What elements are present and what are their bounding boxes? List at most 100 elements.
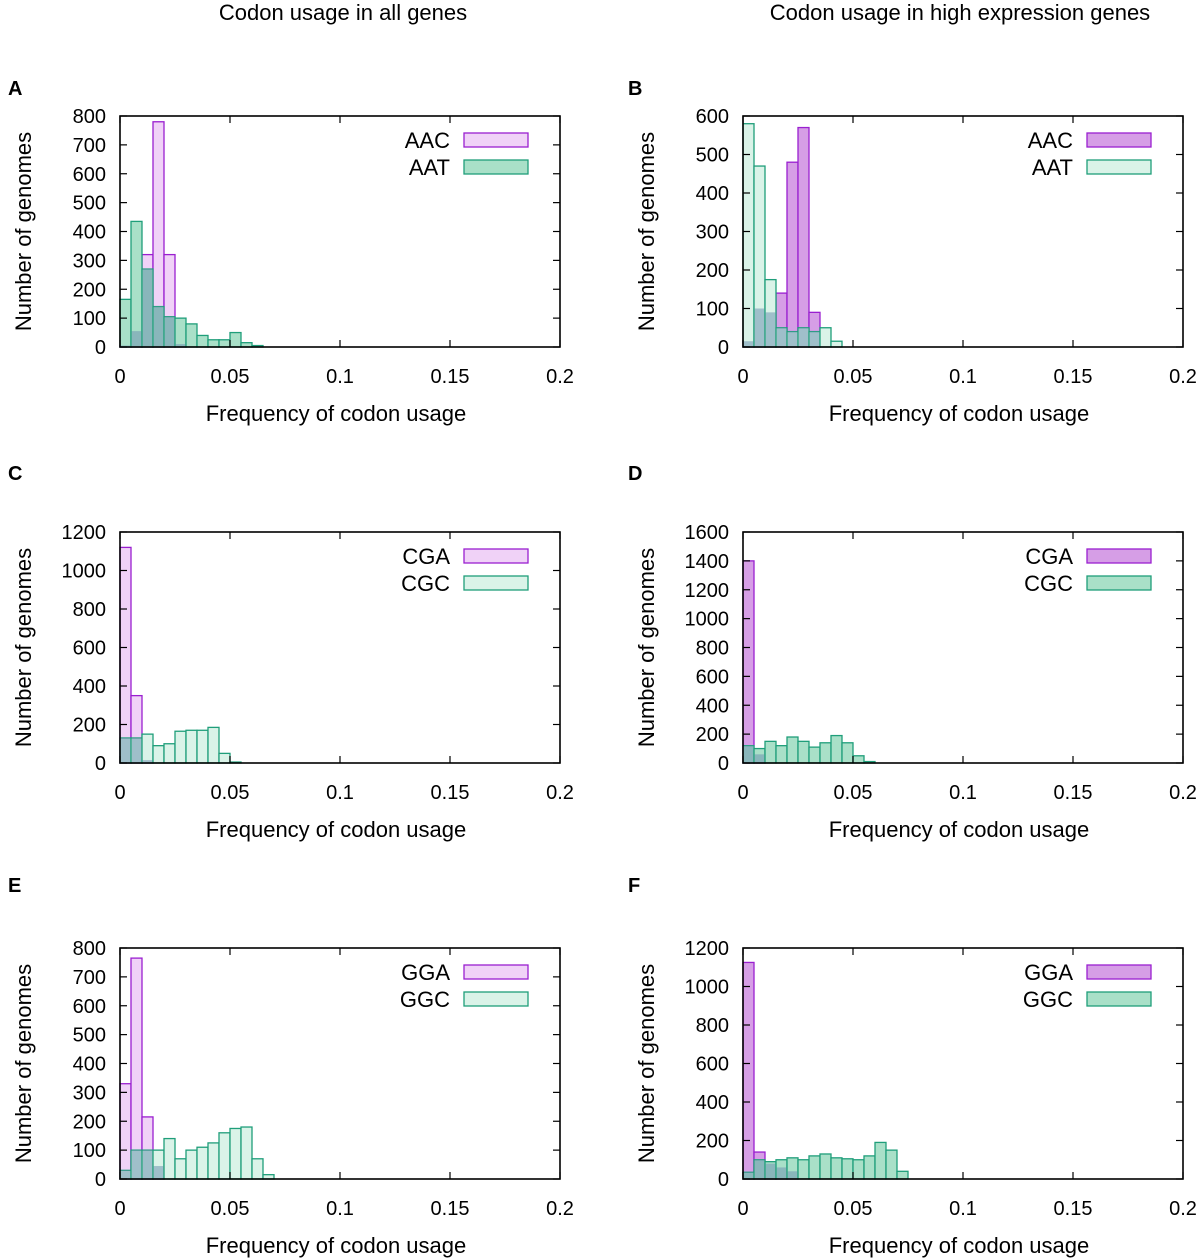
panel-c-overlap-1 <box>131 737 142 763</box>
panel-d-ytick-label-2: 400 <box>696 695 729 717</box>
panel-c-legend-swatch-cga <box>463 548 529 564</box>
panel-a-bar-aat-8 <box>207 339 220 348</box>
panel-f: F 0 200 400 600 800 1000 1200 0 0.05 0.1 0.15 0.2 Fre… <box>628 875 1197 1258</box>
panel-c-ytick-label-5: 1000 <box>62 561 107 583</box>
panel-e-ytick-label-0: 0 <box>95 1169 106 1191</box>
panel-b-legend-label-aac: AAC <box>1028 128 1073 153</box>
panel-d-xtick-label-1: 0.05 <box>834 782 873 804</box>
panel-a-ytick-label-3: 300 <box>73 250 106 272</box>
panel-b-ytick-label-4: 400 <box>696 183 729 205</box>
panel-b-ytick-label-0: 0 <box>718 337 729 359</box>
panel-f-legend-swatch-gga <box>1086 964 1152 980</box>
panel-f-overlap-4 <box>787 1171 798 1179</box>
panel-f-overlap-3 <box>776 1167 787 1179</box>
panel-b-xtick-label-1: 0.05 <box>834 366 873 388</box>
panel-c-label: C <box>8 463 22 485</box>
panel-d-label: D <box>628 463 642 485</box>
panel-a-overlap-3 <box>153 306 164 347</box>
panel-f-bar-ggc-7 <box>819 1153 832 1180</box>
panel-f-overlap-1 <box>754 1159 765 1179</box>
panel-c-bar-cgc-7 <box>196 729 209 764</box>
panel-a-overlap-5 <box>175 344 186 347</box>
panel-f-ytick-label-0: 0 <box>718 1169 729 1191</box>
panel-d-xlabel: Frequency of codon usage <box>829 817 1090 842</box>
column-title-high-expression: Codon usage in high expression genes <box>770 0 1150 25</box>
panel-a-overlap-1 <box>131 331 142 347</box>
panel-d-ylabel: Number of genomes <box>634 548 659 747</box>
panel-e-bar-ggc-4 <box>163 1137 176 1180</box>
panel-b-overlap-1 <box>754 308 765 347</box>
panel-f-bar-ggc-13 <box>885 1149 898 1180</box>
panel-a-xlabel: Frequency of codon usage <box>206 401 467 426</box>
panel-f-xtick-label-3: 0.15 <box>1054 1198 1093 1220</box>
panel-a-xtick-label-1: 0.05 <box>211 366 250 388</box>
panel-c-ytick-label-6: 1200 <box>62 522 107 544</box>
panel-c-xtick-label-3: 0.15 <box>431 782 470 804</box>
panel-f-overlap-2 <box>765 1163 776 1179</box>
panel-e-bar-gga-1 <box>130 957 143 1180</box>
panel-c-xlabel: Frequency of codon usage <box>206 817 467 842</box>
panel-e-bar-gga-0 <box>119 1083 132 1180</box>
panel-b: B 0 100 200 300 400 500 600 0 0.05 0.1 0.15 0.2 Frequ… <box>628 78 1197 426</box>
panel-d-ytick-label-4: 800 <box>696 638 729 660</box>
panel-b-xtick-label-4: 0.2 <box>1169 366 1197 388</box>
panel-f-bar-gga-0 <box>742 961 755 1180</box>
panel-b-legend-swatch-aat <box>1086 159 1152 175</box>
panel-a-ytick-label-4: 400 <box>73 222 106 244</box>
panel-a-xtick-label-3: 0.15 <box>431 366 470 388</box>
panel-f-xlabel: Frequency of codon usage <box>829 1233 1090 1258</box>
panel-d-ytick-label-8: 1600 <box>685 522 730 544</box>
panel-a-legend-label-aat: AAT <box>409 155 450 180</box>
panel-f-ylabel: Number of genomes <box>634 964 659 1163</box>
panel-e-legend-swatch-ggc <box>463 991 529 1007</box>
panel-d-xtick-label-0: 0 <box>737 782 748 804</box>
panel-b-bar-aac-5 <box>797 126 810 348</box>
panel-f-bar-ggc-8 <box>830 1157 843 1180</box>
panel-d-legend-label-cgc: CGC <box>1024 571 1073 596</box>
panel-a-bar-aat-7 <box>196 334 209 348</box>
panels: A 0 100 200 300 400 500 600 700 800 0 0.05 0.1 0.15 0.… <box>8 78 1197 1258</box>
panel-b-overlap-5 <box>798 327 809 347</box>
panel-e-bar-ggc-9 <box>218 1132 231 1180</box>
panel-a-bar-aat-1 <box>130 220 143 348</box>
panel-a: A 0 100 200 300 400 500 600 700 800 0 0.05 0.1 0.15 0.… <box>8 78 574 426</box>
panel-b-ytick-label-5: 500 <box>696 145 729 167</box>
panel-e: E 0 100 200 300 400 500 600 700 800 0 0.05 0.1 0.15 0.… <box>8 875 574 1258</box>
panel-a-label: A <box>8 78 22 100</box>
panel-f-bar-ggc-9 <box>841 1158 854 1180</box>
panel-e-legend-label-gga: GGA <box>401 960 450 985</box>
panel-f-ytick-label-3: 600 <box>696 1054 729 1076</box>
panel-f-ytick-label-2: 400 <box>696 1092 729 1114</box>
panel-e-xtick-label-2: 0.1 <box>326 1198 354 1220</box>
panel-b-ylabel: Number of genomes <box>634 132 659 331</box>
panel-c-frame <box>119 531 561 764</box>
panel-b-bar-aat-0 <box>742 123 755 348</box>
panel-e-xlabel: Frequency of codon usage <box>206 1233 467 1258</box>
panel-e-xtick-label-0: 0 <box>114 1198 125 1220</box>
panel-f-bar-ggc-12 <box>874 1141 887 1180</box>
panel-d-ytick-label-3: 600 <box>696 666 729 688</box>
panel-a-ytick-label-5: 500 <box>73 193 106 215</box>
panel-e-ytick-label-4: 400 <box>73 1054 106 1076</box>
panel-e-ytick-label-6: 600 <box>73 996 106 1018</box>
panel-b-overlap-4 <box>787 331 798 347</box>
panel-b-bar-aat-8 <box>830 340 843 348</box>
panel-b-label: B <box>628 78 642 100</box>
panel-d-xtick-label-4: 0.2 <box>1169 782 1197 804</box>
panel-c-bar-cgc-4 <box>163 743 176 764</box>
panel-c-overlap-0 <box>120 737 131 763</box>
panel-f-bar-ggc-14 <box>896 1170 909 1180</box>
panel-c-ytick-label-2: 400 <box>73 676 106 698</box>
panel-e-ytick-label-2: 200 <box>73 1111 106 1133</box>
panel-b-legend-label-aat: AAT <box>1032 155 1073 180</box>
panel-e-bar-ggc-5 <box>174 1158 187 1180</box>
panel-a-legend-swatch-aac <box>463 132 529 148</box>
panel-d-ytick-label-7: 1400 <box>685 551 730 573</box>
panel-c-ytick-label-0: 0 <box>95 753 106 775</box>
panel-d-bar-cgc-4 <box>786 736 799 764</box>
panel-a-bar-aat-10 <box>229 331 242 348</box>
panel-a-xtick-label-0: 0 <box>114 366 125 388</box>
panel-d-bar-cgc-9 <box>841 742 854 764</box>
panel-a-bar-aat-9 <box>218 339 231 348</box>
